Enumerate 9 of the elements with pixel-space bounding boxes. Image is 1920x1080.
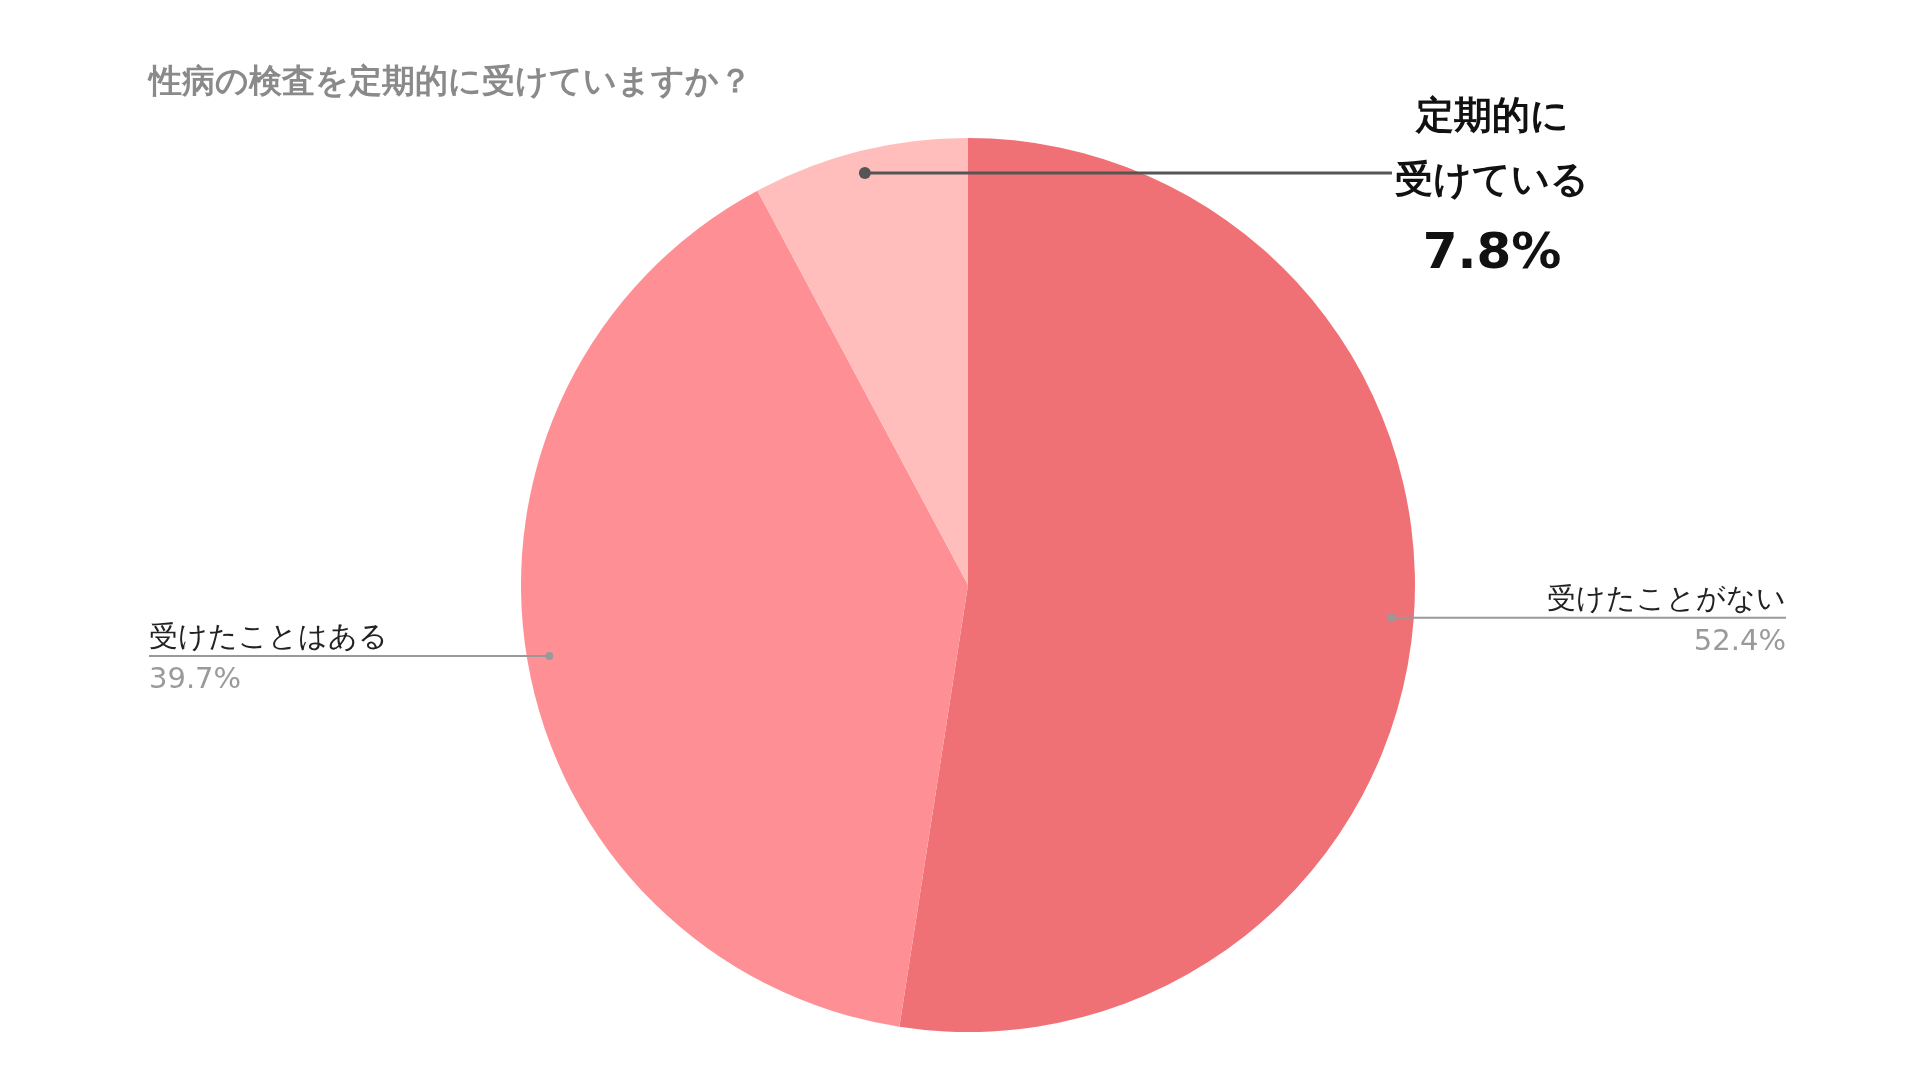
pie-slice [521,190,968,1027]
data-label: 7.8% [1422,222,1562,280]
slice-label: 受けたことはある [149,619,388,654]
data-label: 52.4% [1693,622,1786,657]
slice-label: 受けたことがない [1547,580,1786,615]
slice-label: 定期的に受けている [1395,93,1589,201]
data-label: 39.7% [149,661,242,696]
pie-slice [757,138,968,585]
chart-title: 性病の検査を定期的に受けていますか？ [147,61,752,100]
